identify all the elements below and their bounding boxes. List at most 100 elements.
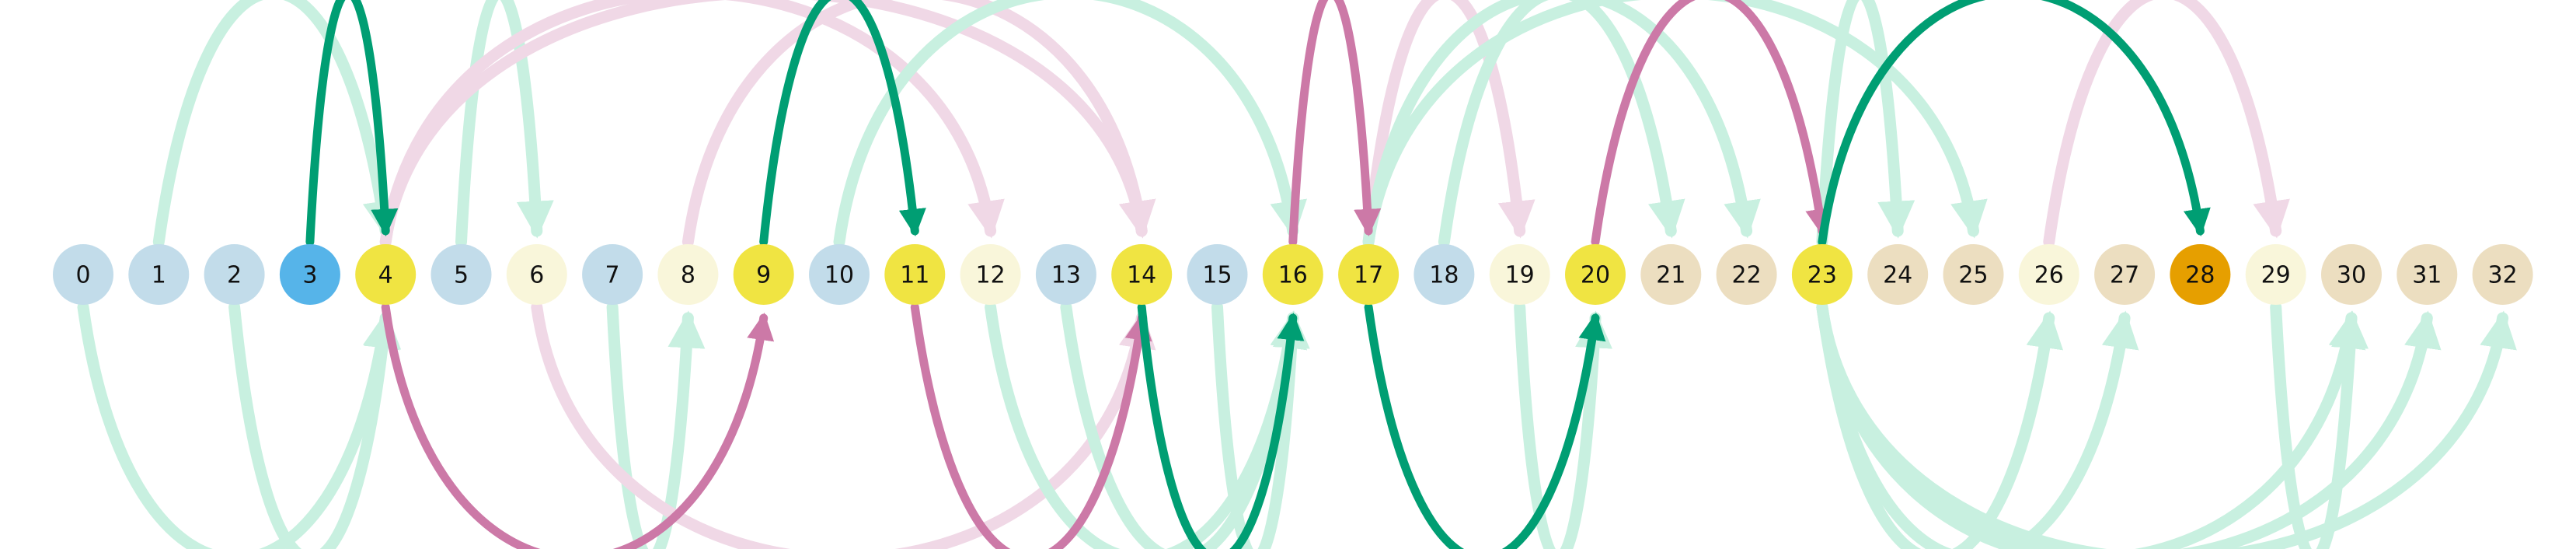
node-circle [506,244,567,305]
node-label: 31 [2412,262,2442,289]
node-27: 27 [2094,244,2156,305]
node-22: 22 [1716,244,1777,305]
node-circle [1035,244,1096,305]
node-26: 26 [2018,244,2079,305]
edge-17-to-25 [1362,0,1988,248]
edge-2-to-4 [228,301,402,549]
node-label: 11 [900,262,929,289]
node-6: 6 [506,244,567,305]
nodes-layer: 0 1 2 3 4 5 6 7 8 9 10 11 12 13 14 15 16 17 18 19 20 21 22 23 24… [53,244,2533,305]
node-circle [582,244,643,305]
node-31: 31 [2396,244,2458,305]
node-label: 4 [378,262,393,289]
node-circle [1943,244,2004,305]
node-circle [430,244,492,305]
node-2: 2 [204,244,265,305]
edge-11-to-14 [910,302,1152,549]
node-16: 16 [1262,244,1323,305]
edge-8-to-14 [681,0,1156,248]
node-label: 27 [2110,262,2139,289]
node-circle [1867,244,1929,305]
node-circle [1413,244,1475,305]
node-circle [2170,244,2231,305]
edge-3-to-4 [305,0,399,247]
node-label: 14 [1127,262,1156,289]
node-label: 8 [681,262,695,289]
node-circle [1338,244,1400,305]
node-15: 15 [1187,244,1248,305]
node-1: 1 [128,244,190,305]
node-circle [128,244,190,305]
node-circle [2018,244,2079,305]
node-circle [1716,244,1777,305]
node-label: 21 [1656,262,1685,289]
node-17: 17 [1338,244,1400,305]
node-circle [204,244,265,305]
node-circle [733,244,794,305]
edge-23-to-24 [1816,0,1915,248]
node-label: 9 [756,262,771,289]
edge-13-to-16 [1060,301,1308,549]
node-label: 30 [2337,262,2366,289]
edge-4-to-12 [379,0,1005,248]
node-circle [960,244,1021,305]
arcs-layer [77,0,2517,549]
edge-18-to-21 [1438,0,1685,248]
node-circle [2472,244,2533,305]
node-14: 14 [1111,244,1173,305]
node-circle [279,244,340,305]
node-label: 3 [302,262,317,289]
node-circle [884,244,946,305]
edge-4-to-14 [379,0,1156,248]
node-circle [1262,244,1323,305]
node-circle [809,244,870,305]
node-circle [1791,244,1853,305]
node-5: 5 [430,244,492,305]
node-label: 18 [1429,262,1459,289]
node-11: 11 [884,244,946,305]
node-circle [2321,244,2382,305]
node-12: 12 [960,244,1021,305]
node-label: 7 [605,262,620,289]
node-3: 3 [279,244,340,305]
node-label: 26 [2034,262,2064,289]
node-label: 16 [1278,262,1308,289]
node-8: 8 [657,244,719,305]
node-label: 13 [1051,262,1081,289]
node-label: 24 [1883,262,1912,289]
node-25: 25 [1943,244,2004,305]
node-20: 20 [1565,244,1626,305]
node-label: 23 [1807,262,1837,289]
node-13: 13 [1035,244,1096,305]
node-10: 10 [809,244,870,305]
node-label: 22 [1732,262,1762,289]
node-label: 0 [75,262,90,289]
node-30: 30 [2321,244,2382,305]
edge-23-to-32 [1816,301,2517,549]
node-label: 19 [1505,262,1535,289]
node-circle [53,244,113,305]
node-label: 32 [2488,262,2518,289]
node-circle [1111,244,1173,305]
node-label: 17 [1354,262,1383,289]
node-label: 12 [976,262,1006,289]
node-circle [1187,244,1248,305]
edge-4-to-9 [381,302,775,549]
edge-7-to-8 [606,301,706,549]
node-label: 15 [1202,262,1232,289]
node-4: 4 [355,244,417,305]
node-9: 9 [733,244,794,305]
edge-23-to-27 [1816,301,2139,549]
node-29: 29 [2245,244,2306,305]
node-18: 18 [1413,244,1475,305]
node-32: 32 [2472,244,2533,305]
node-23: 23 [1791,244,1853,305]
node-label: 20 [1581,262,1610,289]
edge-16-to-17 [1288,0,1382,247]
edge-23-to-28 [1818,0,2211,247]
node-label: 5 [454,262,469,289]
node-circle [1640,244,1702,305]
edge-17-to-20 [1364,302,1606,549]
edge-1-to-4 [152,0,400,248]
edge-15-to-16 [1211,301,1310,549]
